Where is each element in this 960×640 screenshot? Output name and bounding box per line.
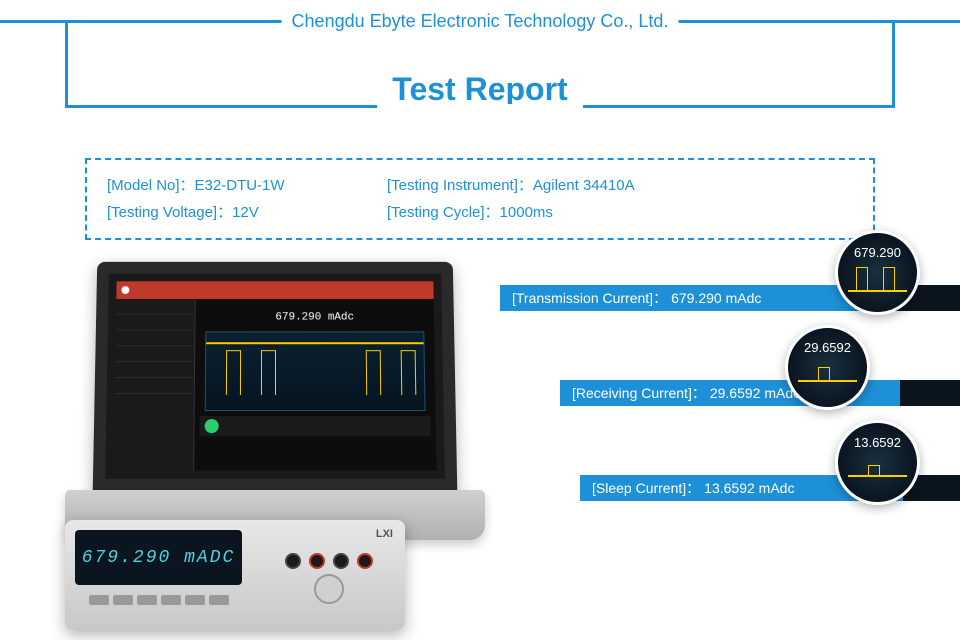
receiving-current-badge: 29.6592	[785, 325, 870, 410]
info-model: [Model No]：E32-DTU-1W	[107, 172, 387, 199]
chart-pulse	[261, 350, 276, 395]
app-waveform-chart	[205, 331, 426, 411]
mm-button	[113, 595, 133, 605]
sidebar-row	[116, 299, 195, 315]
mm-button	[209, 595, 229, 605]
chart-pulse	[226, 350, 241, 395]
multimeter-button-row	[75, 595, 242, 605]
mm-button	[137, 595, 157, 605]
sidebar-row	[116, 315, 195, 331]
report-title: Test Report	[377, 71, 582, 108]
laptop: 679.290 mAdc	[65, 260, 485, 540]
app-icon	[121, 286, 129, 294]
badge-pulse	[868, 465, 880, 477]
mm-button	[185, 595, 205, 605]
badge-value: 29.6592	[804, 340, 851, 355]
measurement-value: 29.6592 mAdc	[710, 385, 800, 401]
app-titlebar	[116, 281, 433, 299]
title-underline	[390, 104, 570, 107]
title-container: Test Report	[65, 23, 895, 108]
app-main: 679.290 mAdc	[194, 299, 437, 471]
info-instrument: [Testing Instrument]：Agilent 34410A	[387, 172, 635, 199]
sidebar-row	[115, 378, 194, 394]
mm-button	[161, 595, 181, 605]
mm-button	[89, 595, 109, 605]
measurement-value: 679.290 mAdc	[671, 290, 761, 306]
badge-pulse	[818, 367, 830, 382]
app-reading-value: 679.290 mAdc	[200, 312, 429, 324]
chart-pulse	[366, 350, 381, 395]
badge-pulse	[883, 267, 895, 292]
port-icon	[333, 553, 349, 569]
info-voltage: [Testing Voltage]：12V	[107, 199, 387, 226]
test-info-box: [Model No]：E32-DTU-1W [Testing Instrumen…	[85, 158, 875, 240]
sidebar-row	[115, 346, 194, 362]
app-body: 679.290 mAdc	[113, 299, 436, 471]
sidebar-row	[116, 330, 195, 346]
info-row-2: [Testing Voltage]：12V [Testing Cycle]：10…	[107, 199, 853, 226]
port-icon	[357, 553, 373, 569]
app-sidebar	[113, 299, 195, 471]
measurement-label: [Receiving Current]：	[572, 383, 706, 403]
badge-value: 13.6592	[854, 435, 901, 450]
badge-pulse	[856, 267, 868, 292]
receiving-current-bar: [Receiving Current]： 29.6592 mAdc	[560, 380, 960, 406]
measurement-label: [Transmission Current]：	[512, 288, 667, 308]
multimeter-device: 679.290 mADC LXI	[65, 520, 405, 630]
sleep-current-badge: 13.6592	[835, 420, 920, 505]
laptop-screen: 679.290 mAdc	[93, 262, 458, 491]
measurement-label: [Sleep Current]：	[592, 478, 700, 498]
chart-pulse	[401, 350, 417, 395]
app-footer	[199, 416, 431, 436]
multimeter-knob	[314, 574, 344, 604]
info-row-1: [Model No]：E32-DTU-1W [Testing Instrumen…	[107, 172, 853, 199]
multimeter-right: LXI	[252, 520, 405, 630]
info-cycle: [Testing Cycle]：1000ms	[387, 199, 553, 226]
play-icon	[205, 419, 219, 433]
multimeter-ports	[260, 553, 397, 569]
badge-value: 679.290	[854, 245, 901, 260]
multimeter-lcd: 679.290 mADC	[75, 530, 242, 585]
measurement-value: 13.6592 mAdc	[704, 480, 794, 496]
multimeter-left: 679.290 mADC	[65, 520, 252, 630]
lxi-badge: LXI	[376, 528, 393, 540]
transmission-current-badge: 679.290	[835, 230, 920, 315]
port-icon	[309, 553, 325, 569]
port-icon	[285, 553, 301, 569]
chart-baseline	[206, 342, 423, 344]
measurement-app: 679.290 mAdc	[113, 281, 436, 470]
sidebar-row	[115, 362, 194, 378]
